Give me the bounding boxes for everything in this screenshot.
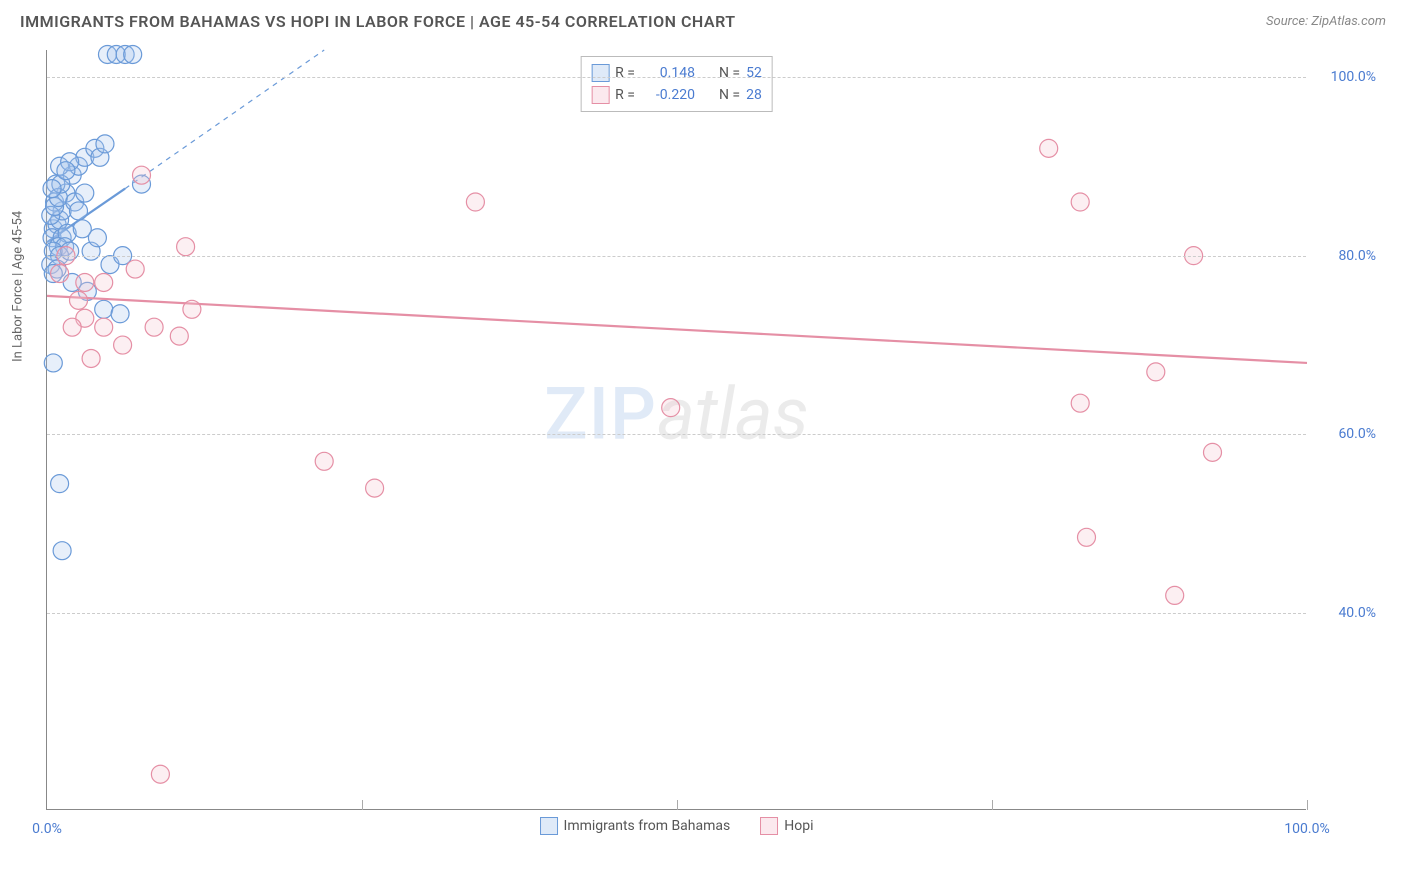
y-tick-label: 100.0% [1331, 69, 1376, 85]
data-point [70, 291, 88, 309]
data-point [70, 202, 88, 220]
legend-n-value: 52 [746, 65, 762, 81]
data-point [44, 354, 62, 372]
data-point [82, 349, 100, 367]
data-point [177, 238, 195, 256]
legend-r-value: 0.148 [641, 65, 695, 81]
legend-swatch [591, 86, 609, 104]
legend-n-value: 28 [746, 87, 762, 103]
trend-line [47, 296, 1307, 363]
data-point [114, 336, 132, 354]
bottom-legend-item: Immigrants from Bahamas [540, 815, 731, 837]
gridline-h [47, 77, 1306, 78]
legend-r-value: -0.220 [641, 87, 695, 103]
data-point [53, 542, 71, 560]
legend-swatch [760, 817, 778, 835]
data-point [466, 193, 484, 211]
bottom-legend-item: Hopi [760, 815, 813, 837]
legend-swatch [540, 817, 558, 835]
data-point [111, 305, 129, 323]
x-tick-mark [677, 800, 678, 810]
gridline-h [47, 256, 1306, 257]
data-point [183, 300, 201, 318]
legend-n-label: N = [719, 65, 740, 81]
data-point [95, 318, 113, 336]
data-point [662, 399, 680, 417]
data-point [1078, 528, 1096, 546]
legend-r-label: R = [615, 87, 635, 103]
data-point [63, 318, 81, 336]
data-point [76, 184, 94, 202]
data-point [366, 479, 384, 497]
data-point [170, 327, 188, 345]
data-point [1147, 363, 1165, 381]
data-point [43, 180, 61, 198]
chart-plot-area: ZIPatlas R =0.148N =52R =-0.220N =28 Imm… [46, 50, 1306, 810]
data-point [133, 166, 151, 184]
x-tick-label: 100.0% [1284, 821, 1329, 837]
data-point [151, 765, 169, 783]
y-axis-title: In Labor Force | Age 45-54 [11, 211, 26, 362]
legend-row: R = 0.148 N = 52 [591, 62, 762, 84]
legend-swatch [591, 64, 609, 82]
gridline-h [47, 613, 1306, 614]
data-point [96, 135, 114, 153]
data-point [51, 475, 69, 493]
data-point [124, 45, 142, 63]
trend-line-extrapolated [125, 50, 324, 189]
data-point [51, 265, 69, 283]
correlation-legend: R = 0.148 N = 52 R = -0.220 N = 28 [580, 56, 773, 112]
x-tick-mark [362, 800, 363, 810]
data-point [1071, 193, 1089, 211]
chart-title: IMMIGRANTS FROM BAHAMAS VS HOPI IN LABOR… [20, 12, 736, 31]
legend-r-label: R = [615, 65, 635, 81]
chart-source: Source: ZipAtlas.com [1266, 14, 1386, 29]
data-point [57, 162, 75, 180]
legend-row: R = -0.220 N = 28 [591, 84, 762, 106]
x-tick-mark [1307, 800, 1308, 810]
legend-series-label: Hopi [784, 818, 813, 834]
y-tick-label: 80.0% [1338, 248, 1376, 264]
data-point [145, 318, 163, 336]
y-tick-label: 60.0% [1338, 426, 1376, 442]
series-legend: Immigrants from Bahamas Hopi [540, 815, 814, 837]
data-point [1166, 586, 1184, 604]
x-tick-label: 0.0% [32, 821, 62, 837]
data-point [315, 452, 333, 470]
data-point [95, 300, 113, 318]
legend-n-label: N = [719, 87, 740, 103]
data-point [73, 220, 91, 238]
data-point [126, 260, 144, 278]
data-point [76, 273, 94, 291]
data-point [1071, 394, 1089, 412]
data-point [1204, 443, 1222, 461]
data-point [1040, 139, 1058, 157]
legend-series-label: Immigrants from Bahamas [564, 818, 731, 834]
x-tick-mark [992, 800, 993, 810]
data-point [95, 273, 113, 291]
chart-svg [47, 50, 1306, 809]
gridline-h [47, 434, 1306, 435]
y-tick-label: 40.0% [1338, 605, 1376, 621]
